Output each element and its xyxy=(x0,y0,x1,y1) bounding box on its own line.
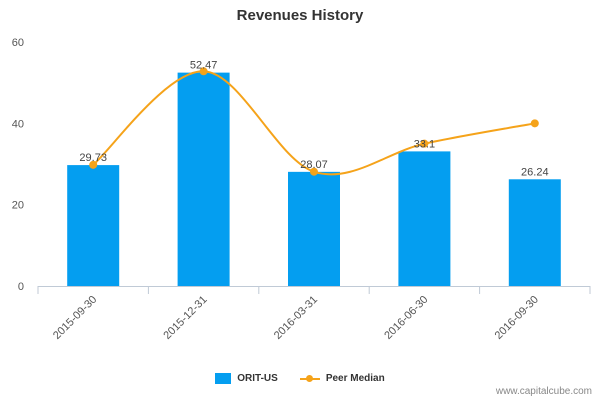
legend-item-orit-us[interactable]: ORIT-US xyxy=(215,373,278,384)
peer-median-point[interactable] xyxy=(89,160,98,169)
peer-median-point[interactable] xyxy=(310,167,318,176)
bar-data-label: 33.1 xyxy=(414,138,435,150)
bar[interactable] xyxy=(508,179,561,286)
x-tick-label: 2015-09-30 xyxy=(51,294,99,342)
legend-label-peer-median: Peer Median xyxy=(325,373,385,384)
y-tick-label: 20 xyxy=(12,200,24,212)
y-tick-label: 0 xyxy=(18,281,24,293)
x-tick-label: 2016-09-30 xyxy=(493,294,541,342)
bar-data-label: 28.07 xyxy=(300,159,328,171)
bar-data-label: 26.24 xyxy=(521,166,549,178)
y-tick-label: 60 xyxy=(12,37,24,49)
peer-median-point[interactable] xyxy=(530,119,539,128)
credit-text: www.capitalcube.com xyxy=(495,386,592,397)
peer-median-point[interactable] xyxy=(420,139,429,148)
x-tick-label: 2016-03-31 xyxy=(272,294,320,342)
bar[interactable] xyxy=(177,72,230,286)
legend-label-orit-us: ORIT-US xyxy=(237,373,278,384)
legend-bar-swatch xyxy=(215,373,232,384)
x-tick-label: 2016-06-30 xyxy=(382,294,430,342)
legend: ORIT-US Peer Median xyxy=(0,373,600,384)
bar[interactable] xyxy=(398,151,451,286)
legend-item-peer-median[interactable]: Peer Median xyxy=(299,373,385,384)
bar[interactable] xyxy=(288,171,340,286)
y-tick-label: 40 xyxy=(12,118,24,130)
chart-title: Revenues History xyxy=(236,7,364,24)
x-tick-label: 2015-12-31 xyxy=(161,294,209,342)
legend-line-swatch xyxy=(299,373,320,384)
bar-data-label: 52.47 xyxy=(190,60,218,72)
peer-median-line xyxy=(92,70,535,176)
bar-data-label: 29.73 xyxy=(79,152,107,164)
peer-median-point[interactable] xyxy=(199,67,208,76)
bar[interactable] xyxy=(67,165,120,286)
